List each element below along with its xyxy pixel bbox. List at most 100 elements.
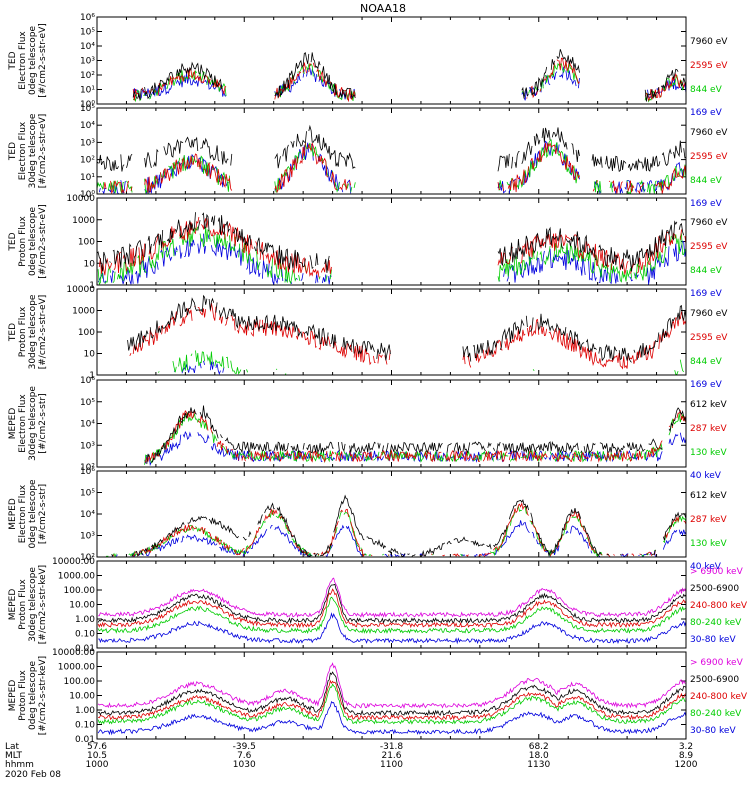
legend-entry: 612 keV — [690, 400, 727, 410]
legend-entry: 130 keV — [690, 539, 727, 549]
panel-7-ylabel-line: [#/cm2-s-str-keV] — [38, 565, 48, 644]
ytick-label: 1.00 — [75, 706, 95, 716]
panel-4-ylabel-line: [#/cm2-s-str-eV] — [38, 295, 48, 370]
series-trace-169-ev — [174, 361, 685, 374]
panel-8-ylabel-line: 0deg telescope — [28, 661, 38, 731]
panel-4-ylabel-line: Proton Flux — [18, 306, 28, 357]
legend-entry: 287 keV — [690, 424, 727, 434]
panel-frame — [96, 107, 687, 195]
footer-hhmm-value: 1200 — [675, 760, 698, 770]
series-trace-844-ev — [158, 350, 686, 374]
ytick-label: 10² — [80, 156, 95, 166]
footer-row-label: MLT — [5, 751, 23, 761]
panel-frame — [96, 470, 687, 558]
ytick-label: 10² — [80, 463, 95, 473]
ytick-label: 10² — [80, 553, 95, 563]
panel-frame — [96, 379, 687, 468]
ytick-label: 10¹ — [80, 173, 95, 183]
panel-frame — [96, 560, 687, 649]
panel-2: TED Electron Flux 30deg telescope [#/cm2-s-… — [8, 104, 728, 209]
series-trace--6900-kev — [98, 577, 686, 618]
panel-frame — [96, 16, 687, 105]
legend-entry: 7960 eV — [690, 128, 728, 138]
panel-5: MEPED Electron Flux 30deg telescope [#/cm2-… — [8, 376, 727, 481]
ytick-label: 10⁵ — [80, 489, 95, 499]
footer-hhmm-value: 1100 — [380, 760, 403, 770]
legend-entry: 2595 eV — [690, 152, 728, 162]
series-trace-40-kev — [144, 430, 686, 467]
panel-7-ylabel-line: 30deg telescope — [28, 567, 38, 642]
legend-entry: 2595 eV — [690, 333, 728, 343]
panel-7-ylabel-line: MEPED — [8, 589, 18, 621]
footer-lat-value: 3.2 — [679, 742, 693, 752]
footer-mlt-value: 10.5 — [87, 751, 107, 761]
ytick-label: 100.00 — [64, 586, 96, 596]
panel-2-ylabel-line: [#/cm2-s-str-eV] — [38, 114, 48, 189]
ytick-label: 0.10 — [75, 721, 95, 731]
panel-1-ylabel-line: TED — [8, 51, 18, 70]
legend-entry: 612 keV — [690, 491, 727, 501]
ytick-label: 10⁵ — [80, 398, 95, 408]
legend-entry: 2595 eV — [690, 242, 728, 252]
panel-5-ylabel-line: Electron Flux — [18, 394, 28, 453]
footer-row-label: Lat — [5, 742, 20, 752]
legend-entry: 169 eV — [690, 108, 723, 118]
ytick-label: 0.10 — [75, 630, 95, 640]
panel-4-ylabel-line: TED — [8, 323, 18, 342]
legend-entry: 169 eV — [690, 289, 723, 299]
series-trace-80-240-kev — [97, 683, 686, 725]
panel-8-ylabel-line: Proton Flux — [18, 670, 28, 721]
ytick-label: 10³ — [80, 57, 95, 67]
legend-entry: 844 eV — [690, 266, 723, 276]
ytick-label: 10⁶ — [80, 467, 95, 477]
series-trace-844-ev — [97, 226, 686, 285]
ytick-label: 1000.00 — [58, 572, 95, 582]
ytick-label: 1.00 — [75, 615, 95, 625]
panel-3: TED Proton Flux 0deg telescope [#/cm2-s-str… — [8, 194, 728, 299]
ytick-label: 10⁴ — [80, 42, 95, 52]
ytick-label: 100.00 — [64, 677, 96, 687]
legend-entry: 2595 eV — [690, 61, 728, 71]
ytick-label: 10.00 — [69, 692, 95, 702]
series-trace-7960-ev — [132, 49, 686, 102]
ytick-label: 10.00 — [69, 601, 95, 611]
footer-lat-value: 68.2 — [529, 742, 549, 752]
panel-1-ylabel-line: Electron Flux — [18, 31, 28, 90]
panel-6-ylabel-line: [#/cm2-s-str] — [38, 484, 48, 544]
panel-7-ylabel-line: Proton Flux — [18, 579, 28, 630]
footer-row-label: 2020 Feb 08 — [5, 770, 61, 780]
series-trace-7960-ev — [97, 124, 686, 173]
footer-mlt-value: 21.6 — [381, 751, 401, 761]
ytick-label: 1000.00 — [58, 663, 95, 673]
footer-hhmm-value: 1130 — [527, 760, 550, 770]
panel-4-ylabel-line: 30deg telescope — [28, 294, 38, 369]
ytick-label: 1 — [89, 371, 95, 381]
panel-6-ylabel-line: 0deg telescope — [28, 479, 38, 549]
series-trace--6900-kev — [97, 662, 686, 710]
panel-3-ylabel-line: 0deg telescope — [28, 207, 38, 277]
ytick-label: 1000 — [72, 216, 95, 226]
legend-entry: 844 eV — [690, 85, 723, 95]
legend-entry: 169 eV — [690, 199, 723, 209]
panel-5-ylabel-line: MEPED — [8, 408, 18, 440]
panel-5-ylabel-line: [#/cm2-s-str] — [38, 393, 48, 453]
legend-entry: 240-800 keV — [690, 692, 748, 702]
footer-mlt-value: 8.9 — [679, 751, 694, 761]
panel-6-ylabel-line: Electron Flux — [18, 484, 28, 543]
panel-1-ylabel-line: [#/cm2-s-str-eV] — [38, 23, 48, 98]
series-trace-240-800-kev — [97, 679, 686, 721]
series-trace-240-800-kev — [97, 588, 686, 629]
footer-lat-value: -31.8 — [380, 742, 404, 752]
ytick-label: 10⁰ — [80, 100, 95, 110]
series-trace-80-240-kev — [97, 596, 686, 634]
legend-entry: 80-240 keV — [690, 618, 742, 628]
ytick-label: 10 — [84, 350, 96, 360]
panel-5-ylabel-line: 30deg telescope — [28, 386, 38, 461]
ytick-label: 1000 — [72, 307, 95, 317]
series-trace-287-kev — [144, 410, 686, 463]
ytick-label: 10⁶ — [80, 376, 95, 386]
ytick-label: 0.01 — [75, 735, 95, 745]
series-trace-30-80-kev — [97, 701, 686, 736]
panel-frame — [96, 651, 687, 740]
